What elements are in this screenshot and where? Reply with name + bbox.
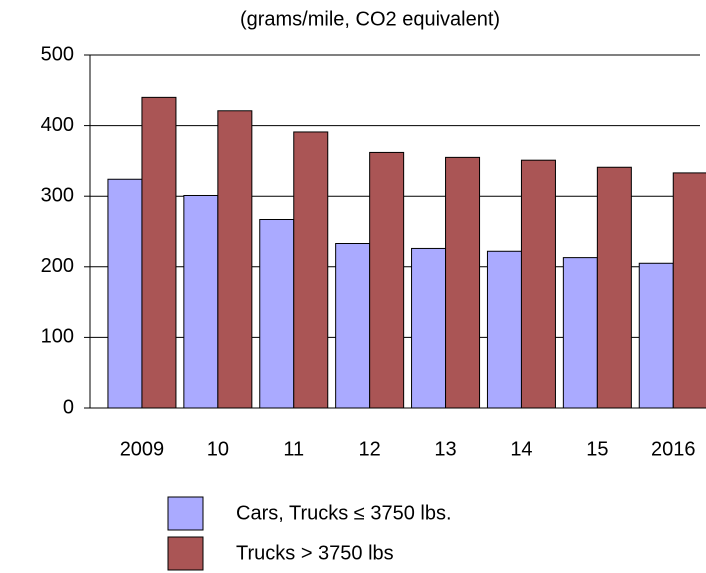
x-tick-label: 12 xyxy=(359,438,381,460)
chart-title: (grams/mile, CO2 equivalent) xyxy=(240,8,500,30)
y-tick-label: 200 xyxy=(41,255,74,277)
bar xyxy=(520,159,556,409)
bar xyxy=(259,218,295,409)
y-tick-label: 100 xyxy=(41,326,74,348)
y-tick-label: 300 xyxy=(41,184,74,206)
y-tick-label: 400 xyxy=(41,114,74,136)
bar xyxy=(672,172,706,409)
x-tick-label: 11 xyxy=(283,438,304,460)
legend-swatch xyxy=(167,536,204,571)
bar xyxy=(486,250,522,409)
y-tick-label: 500 xyxy=(41,43,74,65)
bar xyxy=(217,110,253,409)
legend-label: Trucks > 3750 lbs xyxy=(236,542,394,564)
bar xyxy=(445,156,481,409)
bar xyxy=(141,96,177,409)
x-tick-label: 15 xyxy=(586,438,608,460)
bar xyxy=(293,131,329,409)
bar xyxy=(107,178,143,409)
bar xyxy=(638,262,674,409)
legend-swatch xyxy=(167,496,204,531)
x-tick-label: 10 xyxy=(207,438,229,460)
bar xyxy=(411,247,447,409)
bar xyxy=(596,166,632,409)
bar xyxy=(369,151,405,409)
bar xyxy=(335,243,371,409)
x-tick-label: 14 xyxy=(510,438,532,460)
x-tick-label: 13 xyxy=(434,438,456,460)
legend-label: Cars, Trucks ≤ 3750 lbs. xyxy=(236,502,452,524)
bar xyxy=(562,257,598,409)
y-tick-label: 0 xyxy=(63,396,74,418)
x-tick-label: 2016 xyxy=(651,438,696,460)
bar xyxy=(183,194,219,409)
x-tick-label: 2009 xyxy=(120,438,165,460)
